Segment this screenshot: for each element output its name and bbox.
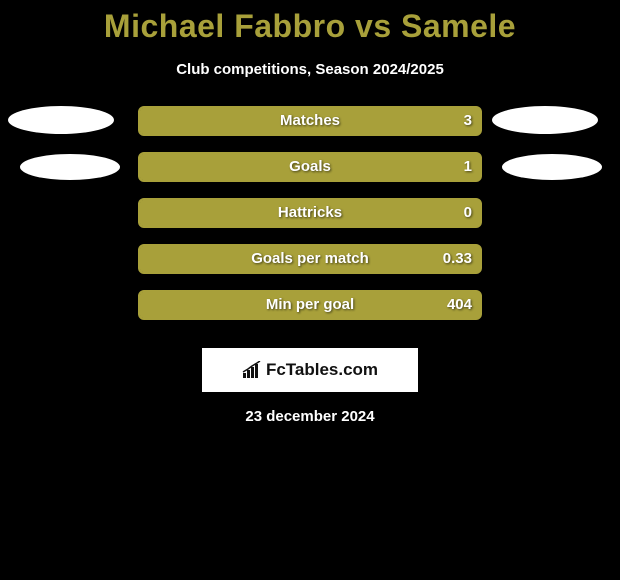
bar-track xyxy=(138,198,482,228)
comparison-widget: Michael Fabbro vs Samele Club competitio… xyxy=(0,0,620,425)
bar-track xyxy=(138,106,482,136)
bar-chart-icon xyxy=(242,361,262,379)
logo-box[interactable]: FcTables.com xyxy=(202,348,418,392)
bar-fill xyxy=(140,246,480,272)
bar-fill xyxy=(140,154,480,180)
stat-row: Goals 1 xyxy=(0,152,620,198)
stat-row: Hattricks 0 xyxy=(0,198,620,244)
stats-area: Matches 3 Goals 1 Hattricks 0 Goals per … xyxy=(0,106,620,336)
logo-inner: FcTables.com xyxy=(242,360,378,380)
bar-fill xyxy=(140,200,480,226)
date-label: 23 december 2024 xyxy=(0,392,620,425)
stat-row: Min per goal 404 xyxy=(0,290,620,336)
bar-fill xyxy=(140,108,480,134)
logo-text: FcTables.com xyxy=(266,360,378,380)
page-title: Michael Fabbro vs Samele xyxy=(0,0,620,49)
bar-track xyxy=(138,290,482,320)
subtitle: Club competitions, Season 2024/2025 xyxy=(0,49,620,106)
bar-fill xyxy=(140,292,480,318)
stat-row: Matches 3 xyxy=(0,106,620,152)
bar-track xyxy=(138,244,482,274)
bar-track xyxy=(138,152,482,182)
stat-row: Goals per match 0.33 xyxy=(0,244,620,290)
